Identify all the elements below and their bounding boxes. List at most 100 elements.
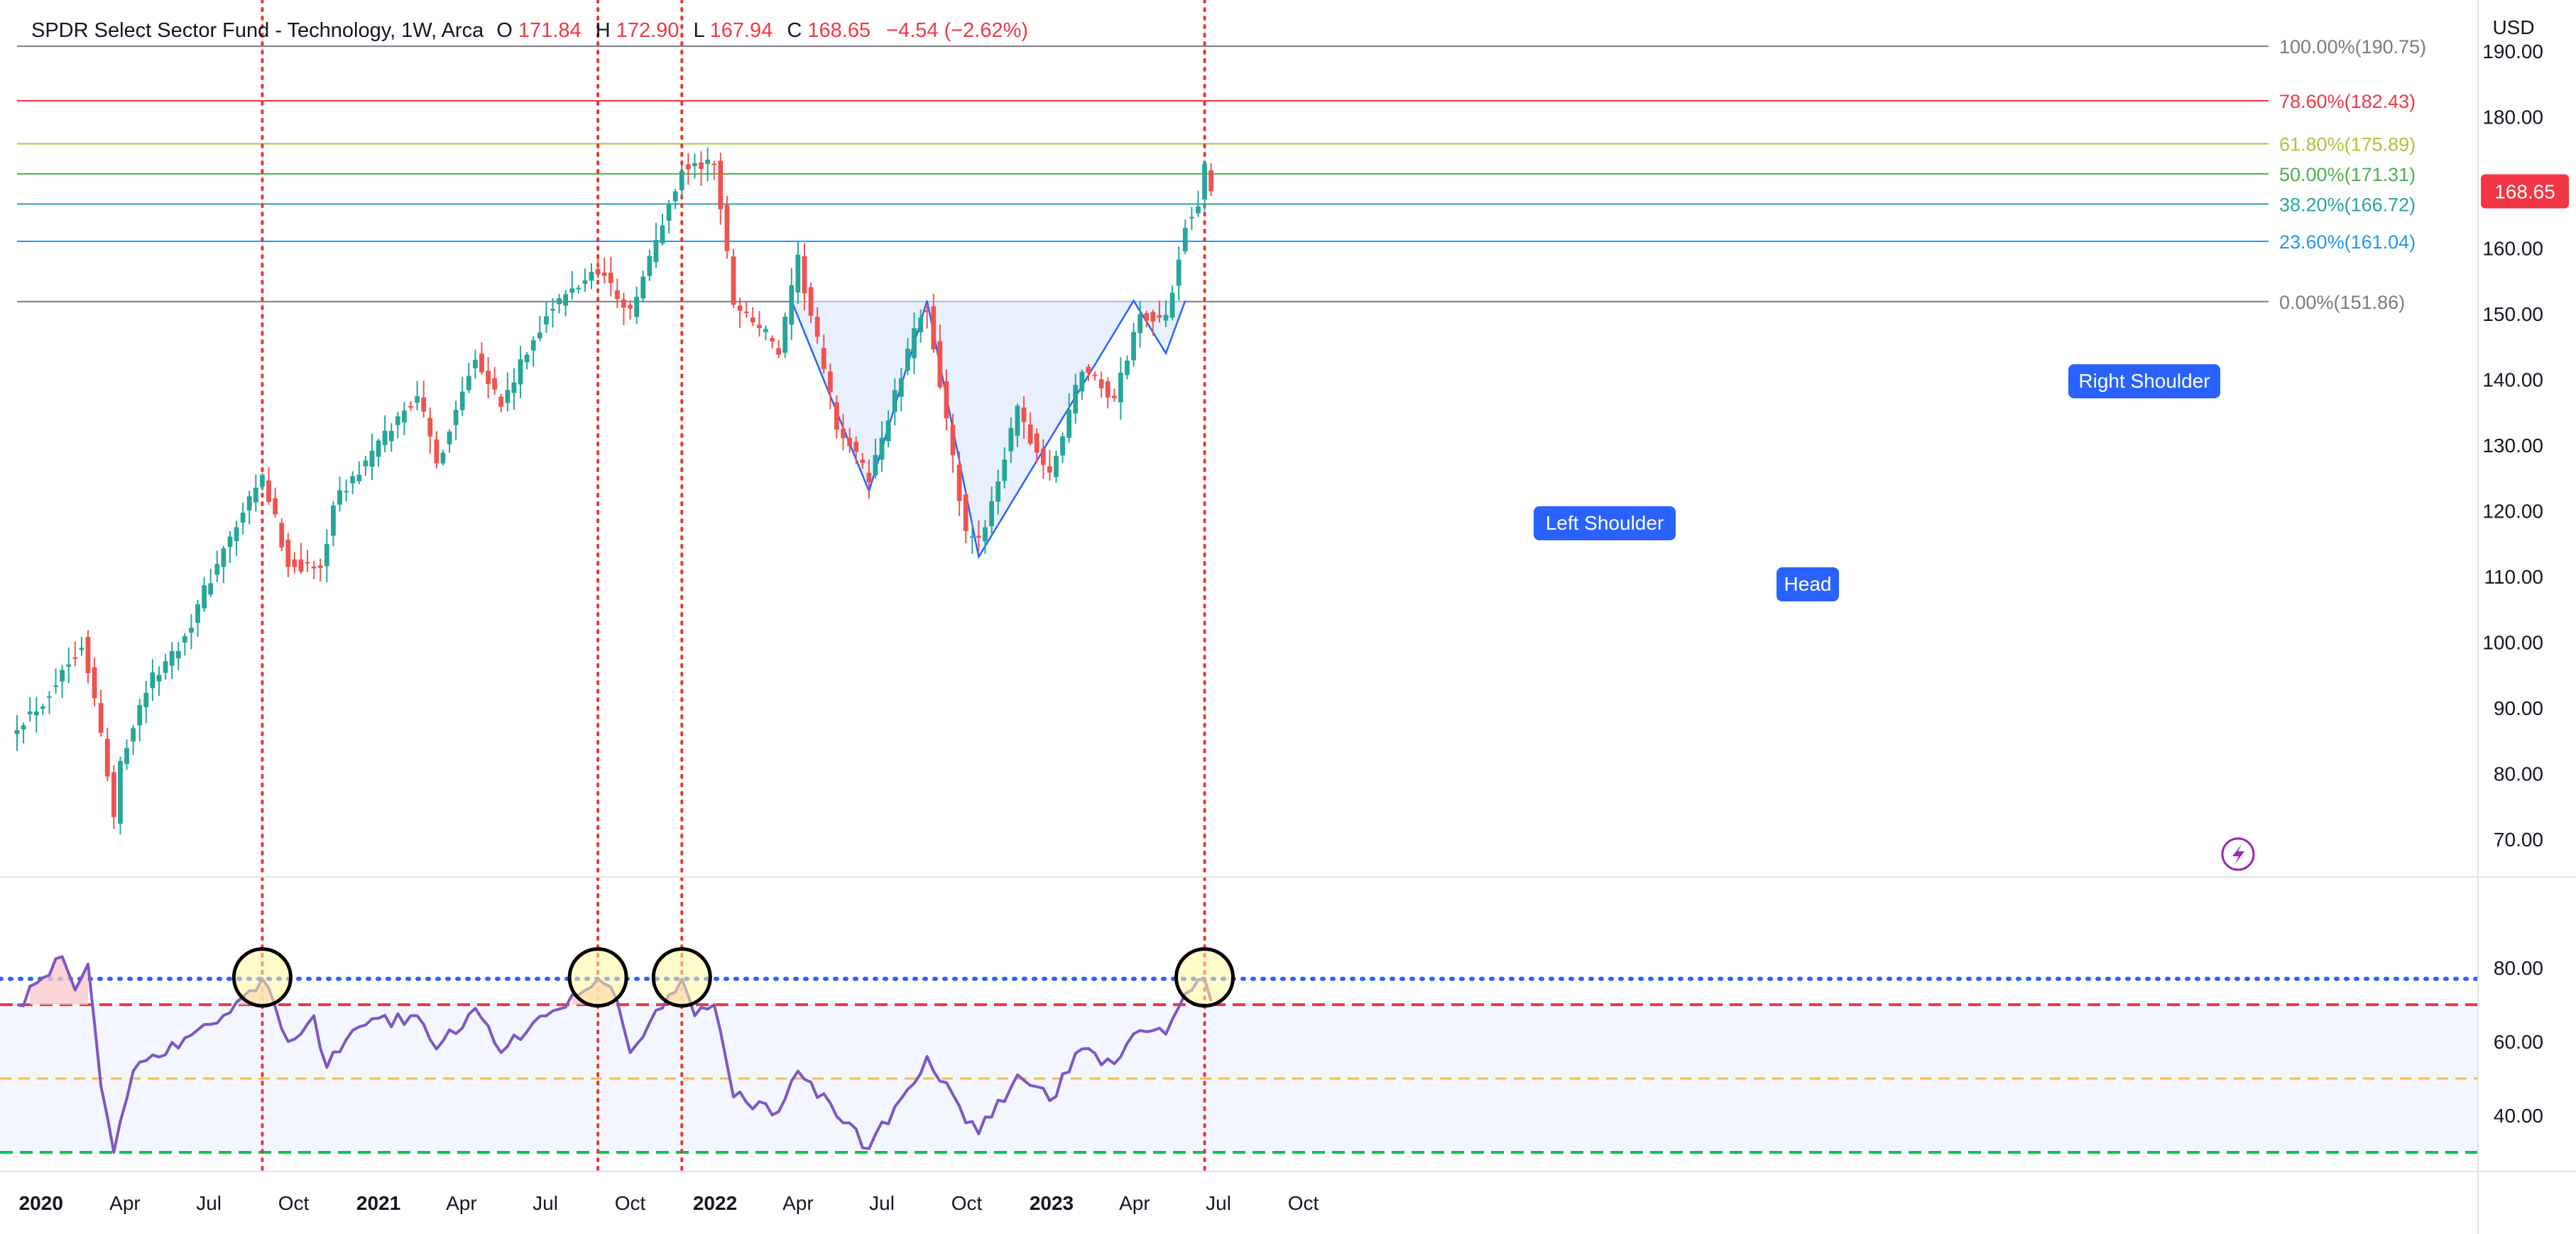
high-label: H [596, 19, 611, 42]
candle [969, 523, 975, 555]
candle [376, 438, 381, 467]
candle [382, 415, 388, 452]
candle [924, 303, 930, 329]
rsi-tick-2: 40.00 [2494, 1105, 2543, 1127]
price-tick-3: 160.00 [2482, 238, 2543, 260]
candle [33, 697, 39, 733]
rsi-highlight-circle-0 [231, 947, 293, 1008]
candle [1176, 246, 1181, 301]
candle [873, 438, 878, 479]
candle [72, 641, 78, 667]
candle [311, 560, 317, 579]
candle [1047, 449, 1052, 481]
candle [621, 293, 626, 325]
candle [1040, 439, 1046, 479]
pattern-labels[interactable]: Left Shoulder Head Right Shoulder [1534, 364, 2220, 601]
candle [324, 529, 329, 582]
right-shoulder-label[interactable]: Right Shoulder [2068, 364, 2220, 398]
close-label: C [787, 19, 802, 42]
candle [47, 691, 52, 714]
candle [821, 334, 826, 374]
candle [976, 520, 981, 552]
fibonacci-retracement[interactable]: 100.00%(190.75) 78.60%(182.43) 61.80%(175.… [17, 36, 2426, 313]
price-tick-1: 180.00 [2482, 107, 2543, 129]
time-tick-4: 2021 [356, 1192, 400, 1214]
candle [1111, 388, 1117, 403]
candle [453, 400, 459, 440]
candle [834, 395, 839, 439]
open-label: O [496, 19, 513, 42]
candle [750, 307, 755, 327]
candle [1015, 403, 1020, 447]
fib-label-0: 100.00%(190.75) [2279, 36, 2426, 58]
candle [918, 309, 923, 343]
candle [92, 657, 97, 706]
candle [582, 268, 588, 292]
price-tick-11: 80.00 [2494, 763, 2543, 785]
candle [1208, 163, 1214, 197]
candle [699, 151, 704, 186]
candle [479, 342, 484, 376]
candle [795, 241, 801, 305]
candle [931, 293, 937, 354]
candle [356, 461, 362, 484]
time-tick-7: Oct [615, 1192, 646, 1214]
candle [305, 550, 310, 572]
candle [350, 471, 356, 495]
candle [395, 412, 400, 439]
head-label[interactable]: Head [1777, 567, 1839, 601]
time-tick-6: Jul [533, 1192, 558, 1214]
symbol-title: SPDR Select Sector Fund - Technology, 1W… [31, 19, 484, 42]
rsi-highlight-circle-3 [1174, 947, 1235, 1008]
high-value: 172.90 [616, 19, 680, 42]
open-value: 171.84 [518, 19, 582, 42]
time-tick-8: 2022 [693, 1192, 737, 1214]
candle [672, 188, 678, 209]
candle [808, 282, 814, 323]
fib-label-1: 78.60%(182.43) [2279, 91, 2416, 112]
candle [770, 335, 775, 349]
candle [1125, 355, 1130, 380]
right-shoulder-text: Right Shoulder [2078, 370, 2210, 392]
candle [563, 290, 569, 317]
candle [1002, 447, 1008, 488]
candle [79, 636, 84, 656]
candle [537, 316, 542, 342]
candle [388, 422, 394, 452]
time-tick-9: Apr [782, 1192, 814, 1214]
candle [221, 545, 227, 584]
candle [131, 725, 136, 755]
candle [505, 372, 511, 412]
candle [60, 665, 65, 698]
time-tick-3: Oct [278, 1192, 310, 1214]
candle [950, 413, 956, 473]
candle [718, 152, 724, 225]
candle [66, 647, 72, 684]
left-shoulder-label[interactable]: Left Shoulder [1534, 506, 1676, 540]
lightning-icon[interactable] [2221, 837, 2255, 871]
candle [466, 363, 471, 393]
candle [743, 302, 749, 318]
last-price-badge-bg [2481, 174, 2569, 209]
candle [634, 286, 640, 324]
fib-label-6: 0.00%(151.86) [2279, 292, 2405, 313]
candle [402, 402, 407, 435]
candle [827, 364, 833, 410]
time-tick-1: Apr [109, 1192, 141, 1214]
candle [472, 349, 478, 379]
candle [789, 268, 795, 340]
candle [608, 256, 613, 297]
candle [847, 427, 853, 453]
candle [956, 451, 962, 516]
rsi-tick-1: 60.00 [2494, 1031, 2543, 1053]
candle [1105, 377, 1110, 409]
candle [692, 153, 697, 179]
candle [85, 630, 91, 684]
candle [763, 325, 768, 341]
candle [879, 421, 885, 472]
candle [756, 311, 762, 337]
currency-label: USD [2492, 16, 2534, 38]
candle [518, 346, 523, 398]
